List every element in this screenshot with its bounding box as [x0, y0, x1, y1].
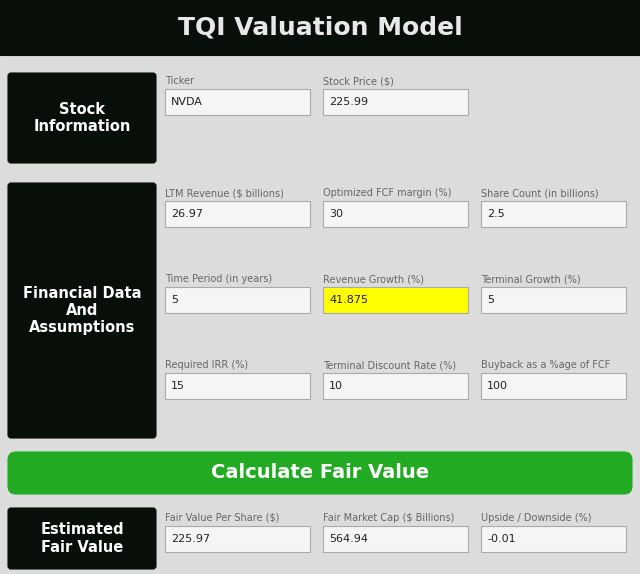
FancyBboxPatch shape — [323, 526, 468, 552]
FancyBboxPatch shape — [481, 373, 626, 399]
FancyBboxPatch shape — [481, 287, 626, 313]
Text: 30: 30 — [329, 209, 343, 219]
Text: Estimated
Fair Value: Estimated Fair Value — [40, 522, 124, 554]
Text: LTM Revenue ($ billions): LTM Revenue ($ billions) — [165, 188, 284, 198]
FancyBboxPatch shape — [0, 68, 640, 168]
Text: 2.5: 2.5 — [487, 209, 505, 219]
Text: Calculate Fair Value: Calculate Fair Value — [211, 463, 429, 483]
Text: 15: 15 — [171, 381, 185, 391]
FancyBboxPatch shape — [8, 183, 156, 438]
Text: Time Period (in years): Time Period (in years) — [165, 274, 272, 284]
FancyBboxPatch shape — [165, 373, 310, 399]
FancyBboxPatch shape — [481, 526, 626, 552]
FancyBboxPatch shape — [323, 287, 468, 313]
Text: Share Count (in billions): Share Count (in billions) — [481, 188, 598, 198]
Text: Stock
Information: Stock Information — [33, 102, 131, 134]
Text: Ticker: Ticker — [165, 76, 194, 86]
FancyBboxPatch shape — [0, 0, 640, 55]
Text: 41.875: 41.875 — [329, 295, 368, 305]
Text: 564.94: 564.94 — [329, 534, 368, 544]
Text: 26.97: 26.97 — [171, 209, 203, 219]
FancyBboxPatch shape — [0, 503, 640, 574]
Text: 10: 10 — [329, 381, 343, 391]
Text: TQI Valuation Model: TQI Valuation Model — [178, 15, 462, 40]
Text: 100: 100 — [487, 381, 508, 391]
FancyBboxPatch shape — [165, 201, 310, 227]
FancyBboxPatch shape — [8, 508, 156, 569]
FancyBboxPatch shape — [481, 201, 626, 227]
Text: Revenue Growth (%): Revenue Growth (%) — [323, 274, 424, 284]
Text: Upside / Downside (%): Upside / Downside (%) — [481, 513, 591, 523]
Text: 225.97: 225.97 — [171, 534, 210, 544]
Text: Fair Value Per Share ($): Fair Value Per Share ($) — [165, 513, 280, 523]
Text: Stock Price ($): Stock Price ($) — [323, 76, 394, 86]
Text: 225.99: 225.99 — [329, 97, 368, 107]
Text: NVDA: NVDA — [171, 97, 203, 107]
FancyBboxPatch shape — [323, 89, 468, 115]
FancyBboxPatch shape — [8, 73, 156, 163]
Text: 5: 5 — [171, 295, 178, 305]
FancyBboxPatch shape — [0, 178, 640, 443]
Text: Required IRR (%): Required IRR (%) — [165, 360, 248, 370]
Text: Terminal Discount Rate (%): Terminal Discount Rate (%) — [323, 360, 456, 370]
Text: Buyback as a %age of FCF: Buyback as a %age of FCF — [481, 360, 611, 370]
Text: Financial Data
And
Assumptions: Financial Data And Assumptions — [23, 286, 141, 335]
Text: -0.01: -0.01 — [487, 534, 516, 544]
Text: Terminal Growth (%): Terminal Growth (%) — [481, 274, 580, 284]
Text: 5: 5 — [487, 295, 494, 305]
FancyBboxPatch shape — [323, 201, 468, 227]
FancyBboxPatch shape — [8, 452, 632, 494]
FancyBboxPatch shape — [165, 89, 310, 115]
FancyBboxPatch shape — [323, 373, 468, 399]
FancyBboxPatch shape — [165, 526, 310, 552]
Text: Fair Market Cap ($ Billions): Fair Market Cap ($ Billions) — [323, 513, 454, 523]
Text: Optimized FCF margin (%): Optimized FCF margin (%) — [323, 188, 451, 198]
FancyBboxPatch shape — [165, 287, 310, 313]
